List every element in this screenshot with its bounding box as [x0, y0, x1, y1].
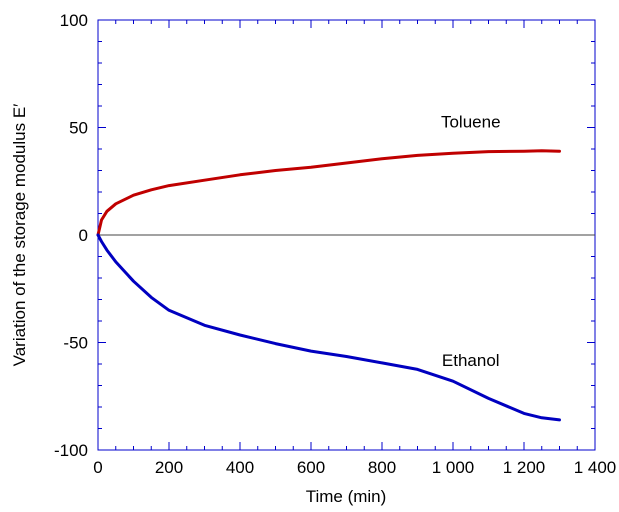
- annotations: Toluene Ethanol: [441, 113, 501, 371]
- annotation-ethanol: Ethanol: [442, 351, 500, 370]
- x-tick-label: 800: [368, 458, 396, 477]
- series-layer: [96, 149, 561, 422]
- tick-labels: 0 200 400 600 800 1 000 1 200 1 400 -100 -50 0 50 10…: [54, 11, 616, 477]
- series-line-ethanol: [96, 233, 561, 422]
- y-tick-label: 100: [60, 11, 88, 30]
- x-tick-label: 1 400: [574, 458, 617, 477]
- axis-ticks: [97, 19, 596, 451]
- x-tick-label: 200: [155, 458, 183, 477]
- y-tick-label: -100: [54, 441, 88, 460]
- x-tick-label: 1 200: [503, 458, 546, 477]
- x-tick-label: 400: [226, 458, 254, 477]
- series-line-toluene: [96, 149, 561, 237]
- x-tick-label: 600: [297, 458, 325, 477]
- annotation-toluene: Toluene: [441, 113, 501, 132]
- y-tick-label: 50: [69, 119, 88, 138]
- x-axis-title: Time (min): [306, 487, 387, 506]
- x-tick-label: 1 000: [432, 458, 475, 477]
- y-axis-title: Variation of the storage modulus E′: [10, 104, 29, 367]
- x-tick-label: 0: [93, 458, 102, 477]
- y-tick-label: 0: [79, 226, 88, 245]
- y-tick-label: -50: [63, 334, 88, 353]
